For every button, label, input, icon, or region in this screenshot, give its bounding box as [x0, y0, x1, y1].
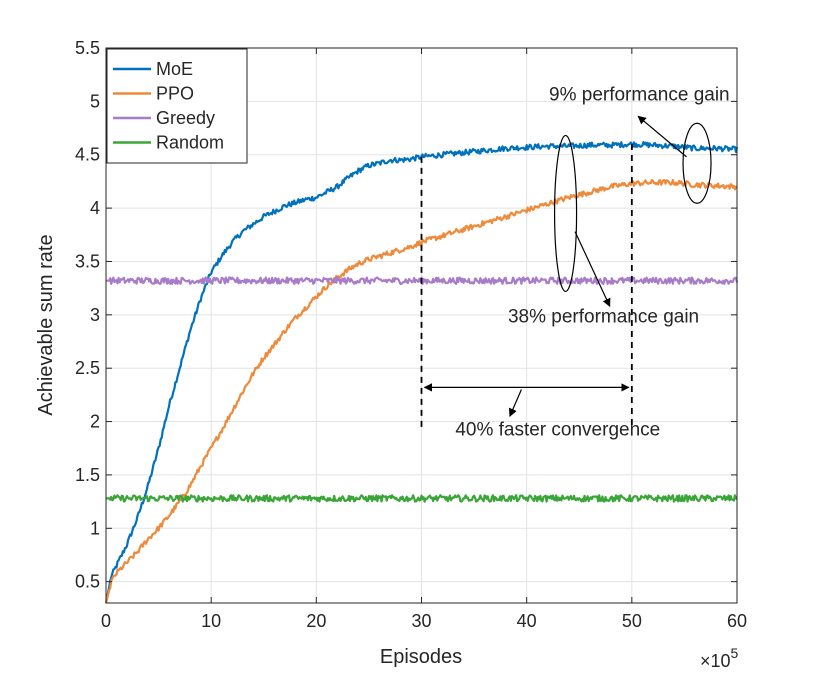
y-tick-label: 2.5: [75, 358, 100, 378]
x-tick-label: 0: [101, 611, 111, 631]
y-tick-label: 4: [90, 198, 100, 218]
gain9-ellipse: [682, 122, 712, 204]
tick-labels: 0 10 20 30 40 50 60 0.5 1 1.5 2 2.5 3 3.5 4 4.5 5 5.5: [75, 38, 747, 631]
x-tick-label: 30: [411, 611, 431, 631]
x-tick-label: 10: [201, 611, 221, 631]
y-tick-label: 0.5: [75, 572, 100, 592]
x-tick-label: 60: [727, 611, 747, 631]
y-tick-label: 5.5: [75, 38, 100, 58]
y-tick-label: 3: [90, 305, 100, 325]
gain38-arrow: [574, 231, 611, 308]
legend: MoE PPO Greedy Random: [106, 48, 248, 164]
axes: [105, 47, 738, 604]
x-axis-label: Episodes: [380, 646, 462, 668]
gain9-arrow: [637, 115, 687, 158]
x-tick-label: 50: [622, 611, 642, 631]
series-line-moe: [104, 141, 739, 604]
x-axis-multiplier-exponent: 5: [731, 645, 739, 661]
x-axis-multiplier: ×105: [700, 645, 739, 671]
y-tick-label: 1: [90, 518, 100, 538]
convergence-pointer-arrow: [508, 389, 522, 417]
y-tick-label: 4.5: [75, 145, 100, 165]
x-tick-label: 40: [517, 611, 537, 631]
legend-label-greedy: Greedy: [156, 108, 215, 128]
gain38-ellipse: [553, 134, 578, 293]
y-tick-label: 5: [90, 91, 100, 111]
annotation-layer: 9% performance gain 38% performance gain 4…: [420, 84, 730, 440]
annotation-gain9: 9% performance gain: [549, 84, 730, 105]
legend-label-ppo: PPO: [156, 84, 194, 104]
x-tick-label: 20: [306, 611, 326, 631]
annotation-gain38: 38% performance gain: [508, 306, 699, 327]
x-axis-multiplier-base: ×10: [700, 651, 731, 671]
annotation-faster40: 40% faster convergence: [455, 419, 660, 440]
y-axis-label: Achievable sum rate: [35, 234, 57, 415]
legend-label-random: Random: [156, 133, 224, 153]
y-tick-label: 3.5: [75, 251, 100, 271]
series-line-random: [105, 494, 738, 503]
y-tick-label: 1.5: [75, 465, 100, 485]
y-tick-label: 2: [90, 412, 100, 432]
legend-label-moe: MoE: [156, 59, 193, 79]
